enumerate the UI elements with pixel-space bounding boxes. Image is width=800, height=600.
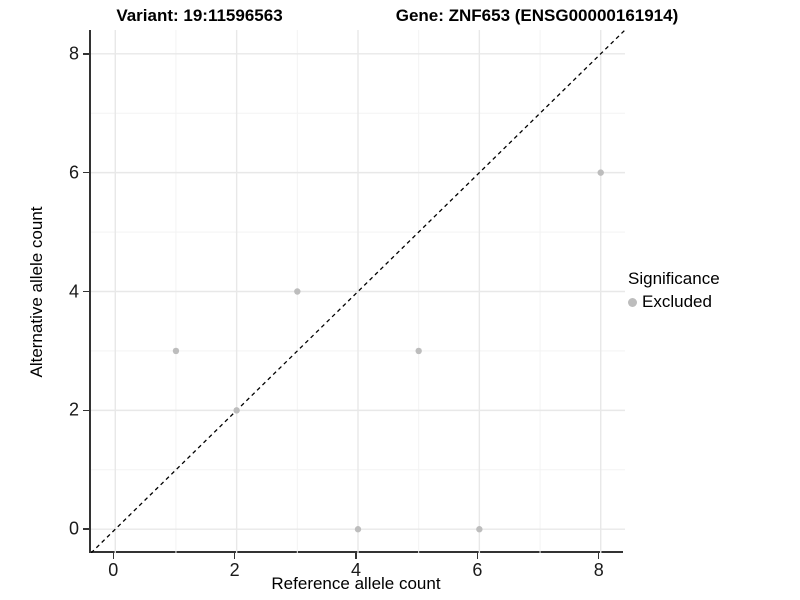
y-axis-title: Alternative allele count [27, 206, 46, 378]
x-axis-title: Reference allele count [271, 574, 441, 593]
y-tick-label: 0 [68, 518, 79, 539]
y-tick-label: 2 [68, 399, 79, 420]
x-tick-label: 0 [108, 560, 119, 580]
y-tick-mark [83, 409, 89, 412]
y-tick-label: 8 [68, 43, 79, 64]
y-tick-mark [83, 290, 89, 293]
data-point [415, 347, 422, 355]
data-point [597, 169, 604, 176]
x-tick-mark [355, 553, 357, 559]
x-tick-mark [597, 553, 600, 559]
legend-item-excluded: Excluded [628, 292, 720, 312]
variant-title: Variant: 19:11596563 [116, 6, 283, 25]
y-tick-label: 6 [68, 162, 79, 183]
x-tick-mark [233, 553, 236, 559]
x-tick-label: 4 [350, 560, 362, 580]
x-tick-label: 6 [472, 560, 483, 580]
excluded-point-icon [628, 297, 637, 307]
data-point [354, 526, 362, 533]
x-tick-mark [112, 553, 115, 559]
y-tick-mark [83, 528, 89, 530]
plot-panel [89, 30, 625, 553]
legend-title: Significance [628, 269, 720, 288]
y-tick-label: 4 [68, 281, 79, 301]
legend: Significance Excluded [628, 269, 720, 312]
data-point [476, 526, 483, 533]
y-tick-mark [83, 171, 89, 174]
data-point [233, 407, 240, 414]
plot-canvas [91, 30, 625, 553]
identity-line [91, 30, 625, 553]
legend-item-label: Excluded [642, 292, 712, 311]
gene-title: Gene: ZNF653 (ENSG00000161914) [395, 6, 679, 25]
data-point [172, 347, 180, 355]
x-tick-label: 8 [593, 560, 604, 580]
y-tick-mark [83, 53, 89, 55]
x-tick-mark [476, 553, 479, 559]
x-tick-label: 2 [229, 560, 240, 580]
data-point [294, 288, 301, 295]
